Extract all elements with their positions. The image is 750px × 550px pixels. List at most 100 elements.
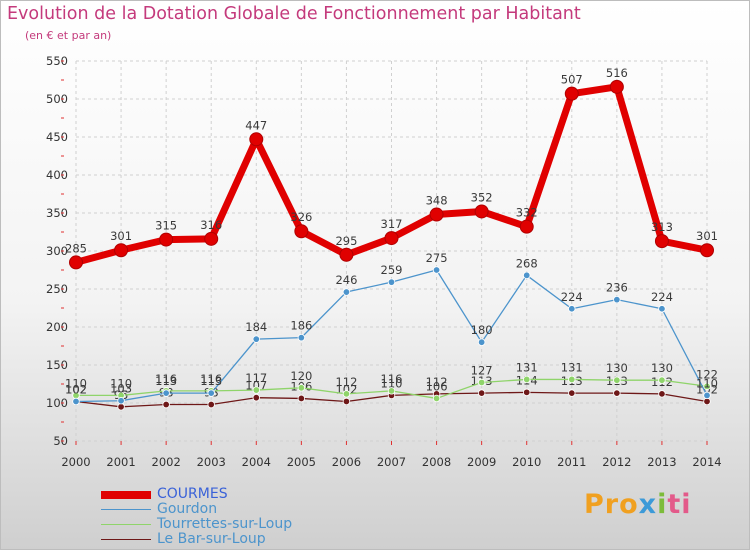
data-point — [700, 243, 714, 258]
data-point — [297, 333, 306, 342]
x-tick-label: 2008 — [422, 455, 451, 469]
data-point — [294, 224, 309, 239]
y-tick-label: 300 — [46, 244, 68, 258]
legend-item-tourrettes: Tourrettes-sur-Loup — [101, 517, 292, 532]
data-label: 110 — [696, 376, 718, 390]
legend-label-gourdon: Gourdon — [157, 501, 218, 517]
data-label: 246 — [335, 273, 357, 287]
legend-item-courmes: COURMES — [101, 487, 292, 502]
x-tick-label: 2009 — [467, 455, 496, 469]
data-label: 102 — [65, 382, 87, 396]
data-point — [474, 204, 489, 219]
data-label: 130 — [606, 361, 628, 375]
legend-item-gourdon: Gourdon — [101, 502, 292, 517]
data-point — [613, 376, 621, 384]
data-point — [252, 386, 260, 394]
data-point — [564, 86, 579, 101]
data-point — [204, 231, 219, 246]
data-point — [297, 384, 306, 392]
data-point — [609, 79, 624, 94]
data-point — [432, 394, 441, 403]
data-point — [207, 389, 215, 397]
legend-label-bar-sur-loup: Le Bar-sur-Loup — [157, 531, 266, 547]
data-label: 117 — [245, 371, 267, 385]
data-label: 224 — [651, 290, 673, 304]
data-point — [249, 132, 264, 147]
data-label: 313 — [651, 220, 673, 234]
data-point — [117, 397, 125, 405]
x-tick-label: 2000 — [61, 455, 90, 469]
data-label: 110 — [65, 376, 87, 390]
data-label: 301 — [696, 229, 718, 243]
data-label: 326 — [290, 210, 312, 224]
data-point — [658, 305, 666, 313]
data-label: 317 — [381, 217, 403, 231]
legend-swatch-tourrettes — [101, 524, 151, 525]
x-tick-label: 2011 — [557, 455, 586, 469]
data-label: 130 — [651, 361, 673, 375]
legend-label-courmes: COURMES — [157, 486, 228, 502]
data-point — [162, 400, 170, 409]
data-point — [384, 231, 399, 246]
data-label: 112 — [426, 375, 448, 389]
data-point — [69, 255, 83, 270]
data-label: 122 — [696, 367, 718, 381]
y-tick-label: 350 — [46, 206, 68, 220]
data-point — [654, 234, 669, 249]
y-tick-label: 250 — [46, 282, 68, 296]
x-tick-label: 2006 — [332, 455, 361, 469]
data-label: 102 — [65, 382, 87, 396]
data-point — [297, 394, 306, 403]
y-tick-label: 100 — [46, 396, 68, 410]
proxiti-logo: Proxiti — [584, 489, 692, 520]
data-label: 103 — [110, 382, 132, 396]
data-label: 348 — [426, 194, 448, 208]
y-tick-label: 150 — [46, 358, 68, 372]
data-point — [523, 271, 531, 280]
x-tick-label: 2013 — [647, 455, 676, 469]
data-point — [568, 305, 576, 313]
data-point — [342, 390, 351, 398]
x-tick-label: 2002 — [152, 455, 181, 469]
data-point — [207, 400, 215, 409]
data-point — [342, 397, 351, 406]
data-label: 113 — [200, 374, 222, 388]
data-point — [703, 391, 711, 400]
data-point — [252, 335, 260, 343]
data-label: 184 — [245, 320, 267, 334]
data-label: 106 — [426, 379, 448, 393]
data-label: 332 — [516, 206, 538, 220]
data-label: 507 — [561, 73, 583, 87]
data-label: 113 — [155, 374, 177, 388]
data-point — [114, 243, 129, 258]
x-tick-label: 2001 — [106, 455, 135, 469]
data-point — [658, 376, 666, 384]
data-label: 268 — [516, 256, 538, 270]
data-point — [387, 387, 396, 395]
data-point — [117, 403, 125, 411]
data-label: 110 — [381, 376, 403, 390]
data-label: 131 — [561, 360, 583, 374]
legend-label-tourrettes: Tourrettes-sur-Loup — [157, 516, 293, 532]
y-tick-label: 550 — [46, 54, 68, 68]
x-tick-label: 2007 — [377, 455, 406, 469]
data-label: 116 — [200, 372, 222, 386]
x-tick-label: 2003 — [197, 455, 226, 469]
data-label: 259 — [381, 263, 403, 277]
data-label: 352 — [471, 190, 493, 204]
y-tick-label: 50 — [53, 434, 68, 448]
chart-subtitle: (en € et par an) — [25, 29, 112, 42]
data-point — [432, 266, 441, 274]
data-label: 236 — [606, 281, 628, 295]
data-point — [159, 232, 174, 247]
data-label: 224 — [561, 290, 583, 304]
data-point — [477, 389, 486, 397]
data-point — [703, 397, 711, 406]
legend: COURMES Gourdon Tourrettes-sur-Loup Le B… — [101, 487, 292, 547]
x-tick-label: 2012 — [602, 455, 631, 469]
data-point — [252, 393, 260, 402]
data-point — [72, 397, 80, 406]
data-point — [613, 389, 621, 397]
data-label: 316 — [200, 218, 222, 232]
data-point — [387, 278, 396, 286]
